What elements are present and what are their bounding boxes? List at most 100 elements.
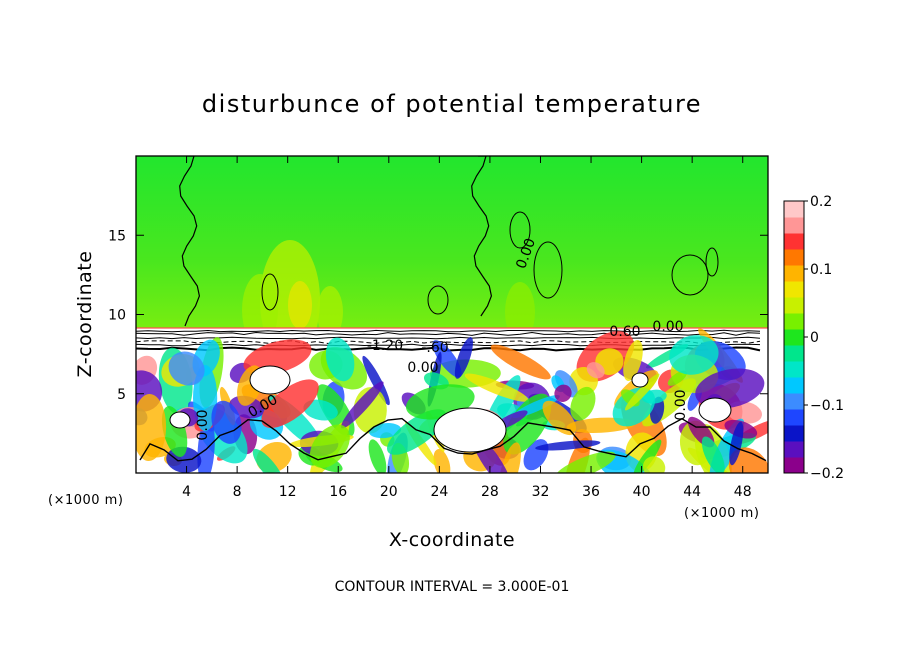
closed-contour <box>533 241 563 299</box>
colorbar-swatch <box>784 441 804 458</box>
eddy <box>498 442 521 473</box>
contour-label: 0.00 <box>407 360 438 376</box>
x-tick-label: 24 <box>430 484 448 500</box>
eddy <box>554 384 572 402</box>
eddy <box>535 440 601 451</box>
eddy <box>586 362 605 379</box>
contour-interval-note: CONTOUR INTERVAL = 3.000E-01 <box>335 579 570 595</box>
colorbar-swatch <box>784 361 804 378</box>
chart-title: disturbunce of potential temperature <box>202 90 702 118</box>
colorbar-label: 0.2 <box>810 194 832 210</box>
upper-contours <box>179 156 719 327</box>
contour-label: -.60 <box>421 340 448 356</box>
eddy <box>642 389 667 404</box>
x-tick-label: 16 <box>329 484 347 500</box>
x-tick-label: 20 <box>380 484 398 500</box>
neutral-eddy <box>698 397 732 423</box>
eddy <box>454 337 473 379</box>
inversion-contour <box>136 340 761 345</box>
closed-contour <box>509 211 531 249</box>
upper-layer-field <box>136 156 768 332</box>
eddy <box>728 447 768 473</box>
contour-label: -1.20 <box>367 338 403 354</box>
eddy <box>168 351 205 386</box>
x-axis: 4 8 12 16 20 24 28 32 36 40 44 48 <box>182 156 752 500</box>
x-tick-label: 8 <box>233 484 242 500</box>
contour-label: 0.60 <box>609 324 640 340</box>
colorbar-label: 0 <box>810 330 819 346</box>
colorbar-swatch <box>784 377 804 394</box>
eddy <box>490 344 551 380</box>
eddy <box>554 370 578 398</box>
eddy <box>570 386 596 421</box>
eddy <box>261 379 319 428</box>
y-axis: 5 10 15 <box>108 228 768 403</box>
x-tick-label: 44 <box>683 484 701 500</box>
eddy <box>623 340 643 381</box>
eddy <box>624 373 660 411</box>
eddy <box>309 424 350 468</box>
warm-plume <box>288 281 312 329</box>
eddy <box>303 399 338 421</box>
inversion-contour <box>136 331 761 337</box>
eddy <box>554 451 616 473</box>
y-tick-label: 15 <box>108 228 126 244</box>
colorbar-swatch <box>784 233 804 250</box>
zero-contour <box>139 417 767 462</box>
plot-area <box>136 156 768 473</box>
closed-contour <box>427 285 449 315</box>
inversion-contour <box>136 329 761 333</box>
colorbar-swatch <box>784 249 804 266</box>
eddy <box>729 421 744 466</box>
colorbar-label: −0.2 <box>810 466 844 482</box>
eddy <box>727 401 762 424</box>
inversion-contour <box>136 336 761 340</box>
colorbar-swatch <box>784 329 804 346</box>
contour-label: 0.00 <box>673 389 689 420</box>
y-axis-label: Z-coordinate <box>74 251 96 378</box>
eddy <box>433 449 451 473</box>
x-tick-label: 48 <box>734 484 752 500</box>
x-unit-right: (×1000 m) <box>684 506 759 521</box>
x-tick-label: 36 <box>582 484 600 500</box>
colorbar: 0.2 0.1 0 −0.1 −0.2 <box>783 194 844 482</box>
eddy <box>432 340 462 378</box>
x-axis-label: X-coordinate <box>389 529 515 551</box>
eddy <box>667 370 687 386</box>
colorbar-swatch <box>784 265 804 282</box>
turbulent-eddies <box>136 328 768 473</box>
eddy <box>387 409 447 455</box>
eddy <box>542 400 577 436</box>
colorbar-swatch <box>784 393 804 410</box>
eddy <box>633 439 662 473</box>
neutral-eddy <box>631 372 649 388</box>
closed-contour <box>671 254 709 296</box>
eddy <box>669 335 719 375</box>
eddy <box>701 436 725 473</box>
colorbar-label: −0.1 <box>810 398 844 414</box>
colorbar-swatch <box>784 313 804 330</box>
eddy <box>136 394 167 461</box>
colorbar-swatch <box>784 201 804 218</box>
neutral-eddy <box>433 407 507 453</box>
zero-contour-upper <box>179 156 201 327</box>
eddy <box>340 381 384 429</box>
colorbar-swatch <box>784 217 804 234</box>
x-tick-label: 4 <box>182 484 191 500</box>
contour-label: 0.00 <box>195 409 211 440</box>
eddy <box>464 373 529 402</box>
warm-plume <box>317 286 343 338</box>
contour-label: 0.00 <box>652 319 683 335</box>
eddy <box>243 339 312 375</box>
eddy <box>325 337 355 382</box>
neutral-eddy <box>169 411 191 429</box>
eddy <box>368 423 402 439</box>
warm-plume <box>505 282 535 342</box>
colorbar-swatch <box>784 281 804 298</box>
x-tick-label: 28 <box>481 484 499 500</box>
eddy <box>252 448 284 473</box>
neutral-eddy <box>249 365 291 395</box>
colorbar-swatch <box>784 297 804 314</box>
closed-contour <box>261 273 279 311</box>
